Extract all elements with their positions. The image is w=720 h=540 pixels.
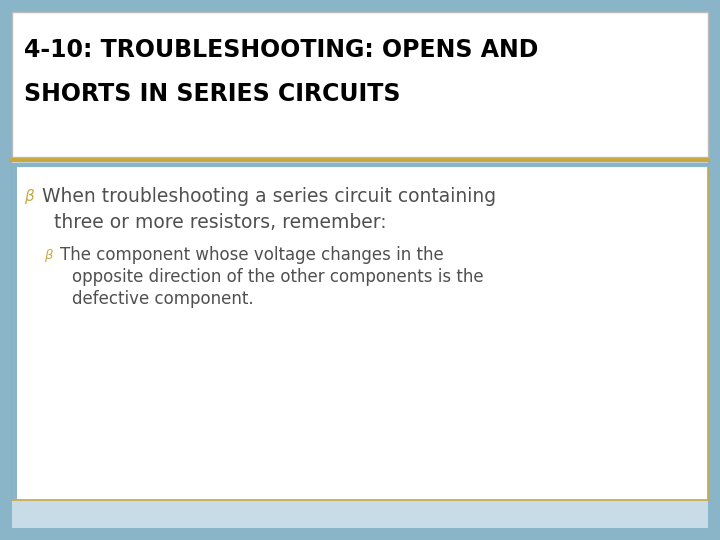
FancyBboxPatch shape — [12, 165, 708, 500]
Text: opposite direction of the other components is the: opposite direction of the other componen… — [72, 268, 484, 286]
Text: β: β — [24, 190, 34, 205]
Text: When troubleshooting a series circuit containing: When troubleshooting a series circuit co… — [42, 187, 496, 206]
Text: SHORTS IN SERIES CIRCUITS: SHORTS IN SERIES CIRCUITS — [24, 82, 400, 106]
Text: 4-10: TROUBLESHOOTING: OPENS AND: 4-10: TROUBLESHOOTING: OPENS AND — [24, 38, 539, 62]
Text: three or more resistors, remember:: three or more resistors, remember: — [54, 213, 387, 233]
FancyBboxPatch shape — [12, 12, 708, 157]
FancyBboxPatch shape — [12, 12, 708, 528]
Text: defective component.: defective component. — [72, 290, 253, 308]
Text: The component whose voltage changes in the: The component whose voltage changes in t… — [60, 246, 444, 264]
FancyBboxPatch shape — [12, 165, 17, 500]
Text: β: β — [44, 248, 53, 261]
